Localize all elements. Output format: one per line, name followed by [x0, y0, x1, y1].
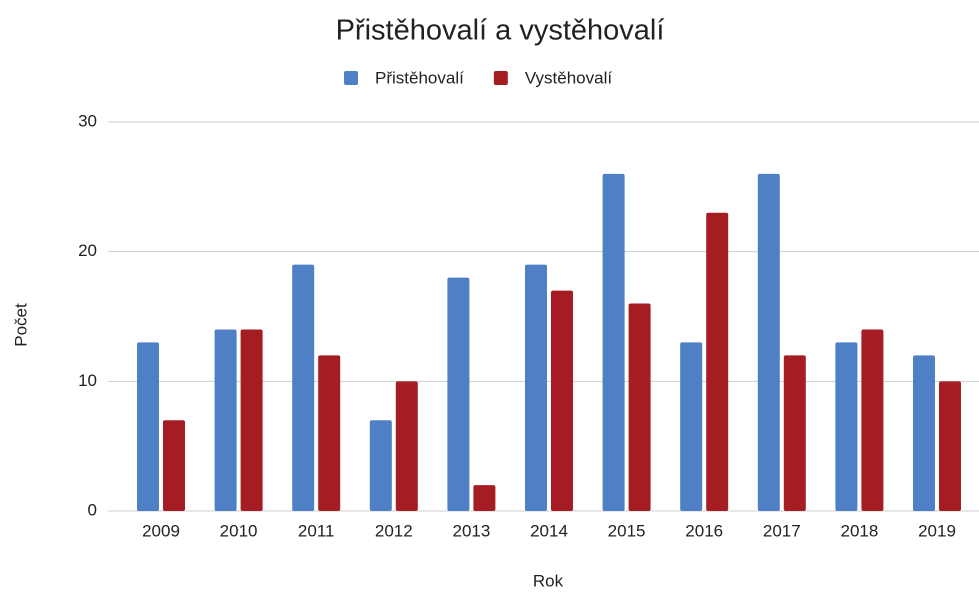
y-tick-label: 10 [78, 371, 97, 390]
bar [913, 355, 935, 511]
bar [602, 173, 625, 511]
x-tick-label: 2010 [220, 521, 258, 540]
x-tick-label: 2016 [685, 521, 723, 540]
bar [783, 355, 806, 511]
bar [369, 420, 392, 511]
bar [473, 485, 496, 511]
bar [939, 381, 961, 511]
bar [861, 329, 884, 511]
legend-swatch [344, 71, 358, 85]
bar [137, 342, 159, 511]
legend-label: Vystěhovalí [525, 68, 613, 87]
bar [680, 342, 703, 511]
y-tick-label: 0 [88, 500, 97, 519]
y-axis-label: Počet [11, 303, 30, 347]
x-tick-label: 2017 [763, 521, 801, 540]
chart-title: Přistěhovalí a vystěhovalí [336, 15, 665, 47]
bar [163, 420, 185, 511]
bar [757, 173, 780, 511]
x-tick-label: 2011 [298, 521, 335, 540]
bar [551, 290, 573, 511]
x-tick-label: 2009 [142, 521, 180, 540]
bar [395, 381, 418, 511]
bar [525, 264, 547, 511]
x-tick-label: 2014 [530, 521, 568, 540]
x-tick-label: 2018 [840, 521, 878, 540]
x-tick-label: 2019 [918, 521, 956, 540]
bar [628, 303, 651, 511]
bar [318, 355, 341, 511]
bar [835, 342, 858, 511]
bar [706, 212, 729, 511]
bar [292, 264, 315, 511]
legend-swatch [493, 71, 508, 85]
bar [214, 329, 237, 511]
bar [447, 277, 470, 511]
x-tick-label: 2012 [375, 521, 413, 540]
x-tick-label: 2015 [608, 521, 646, 540]
legend-label: Přistěhovalí [375, 68, 464, 87]
y-tick-label: 20 [78, 241, 97, 260]
x-axis-label: Rok [533, 571, 564, 590]
y-tick-label: 30 [78, 111, 97, 130]
x-tick-label: 2013 [452, 521, 490, 540]
bar [240, 329, 263, 511]
